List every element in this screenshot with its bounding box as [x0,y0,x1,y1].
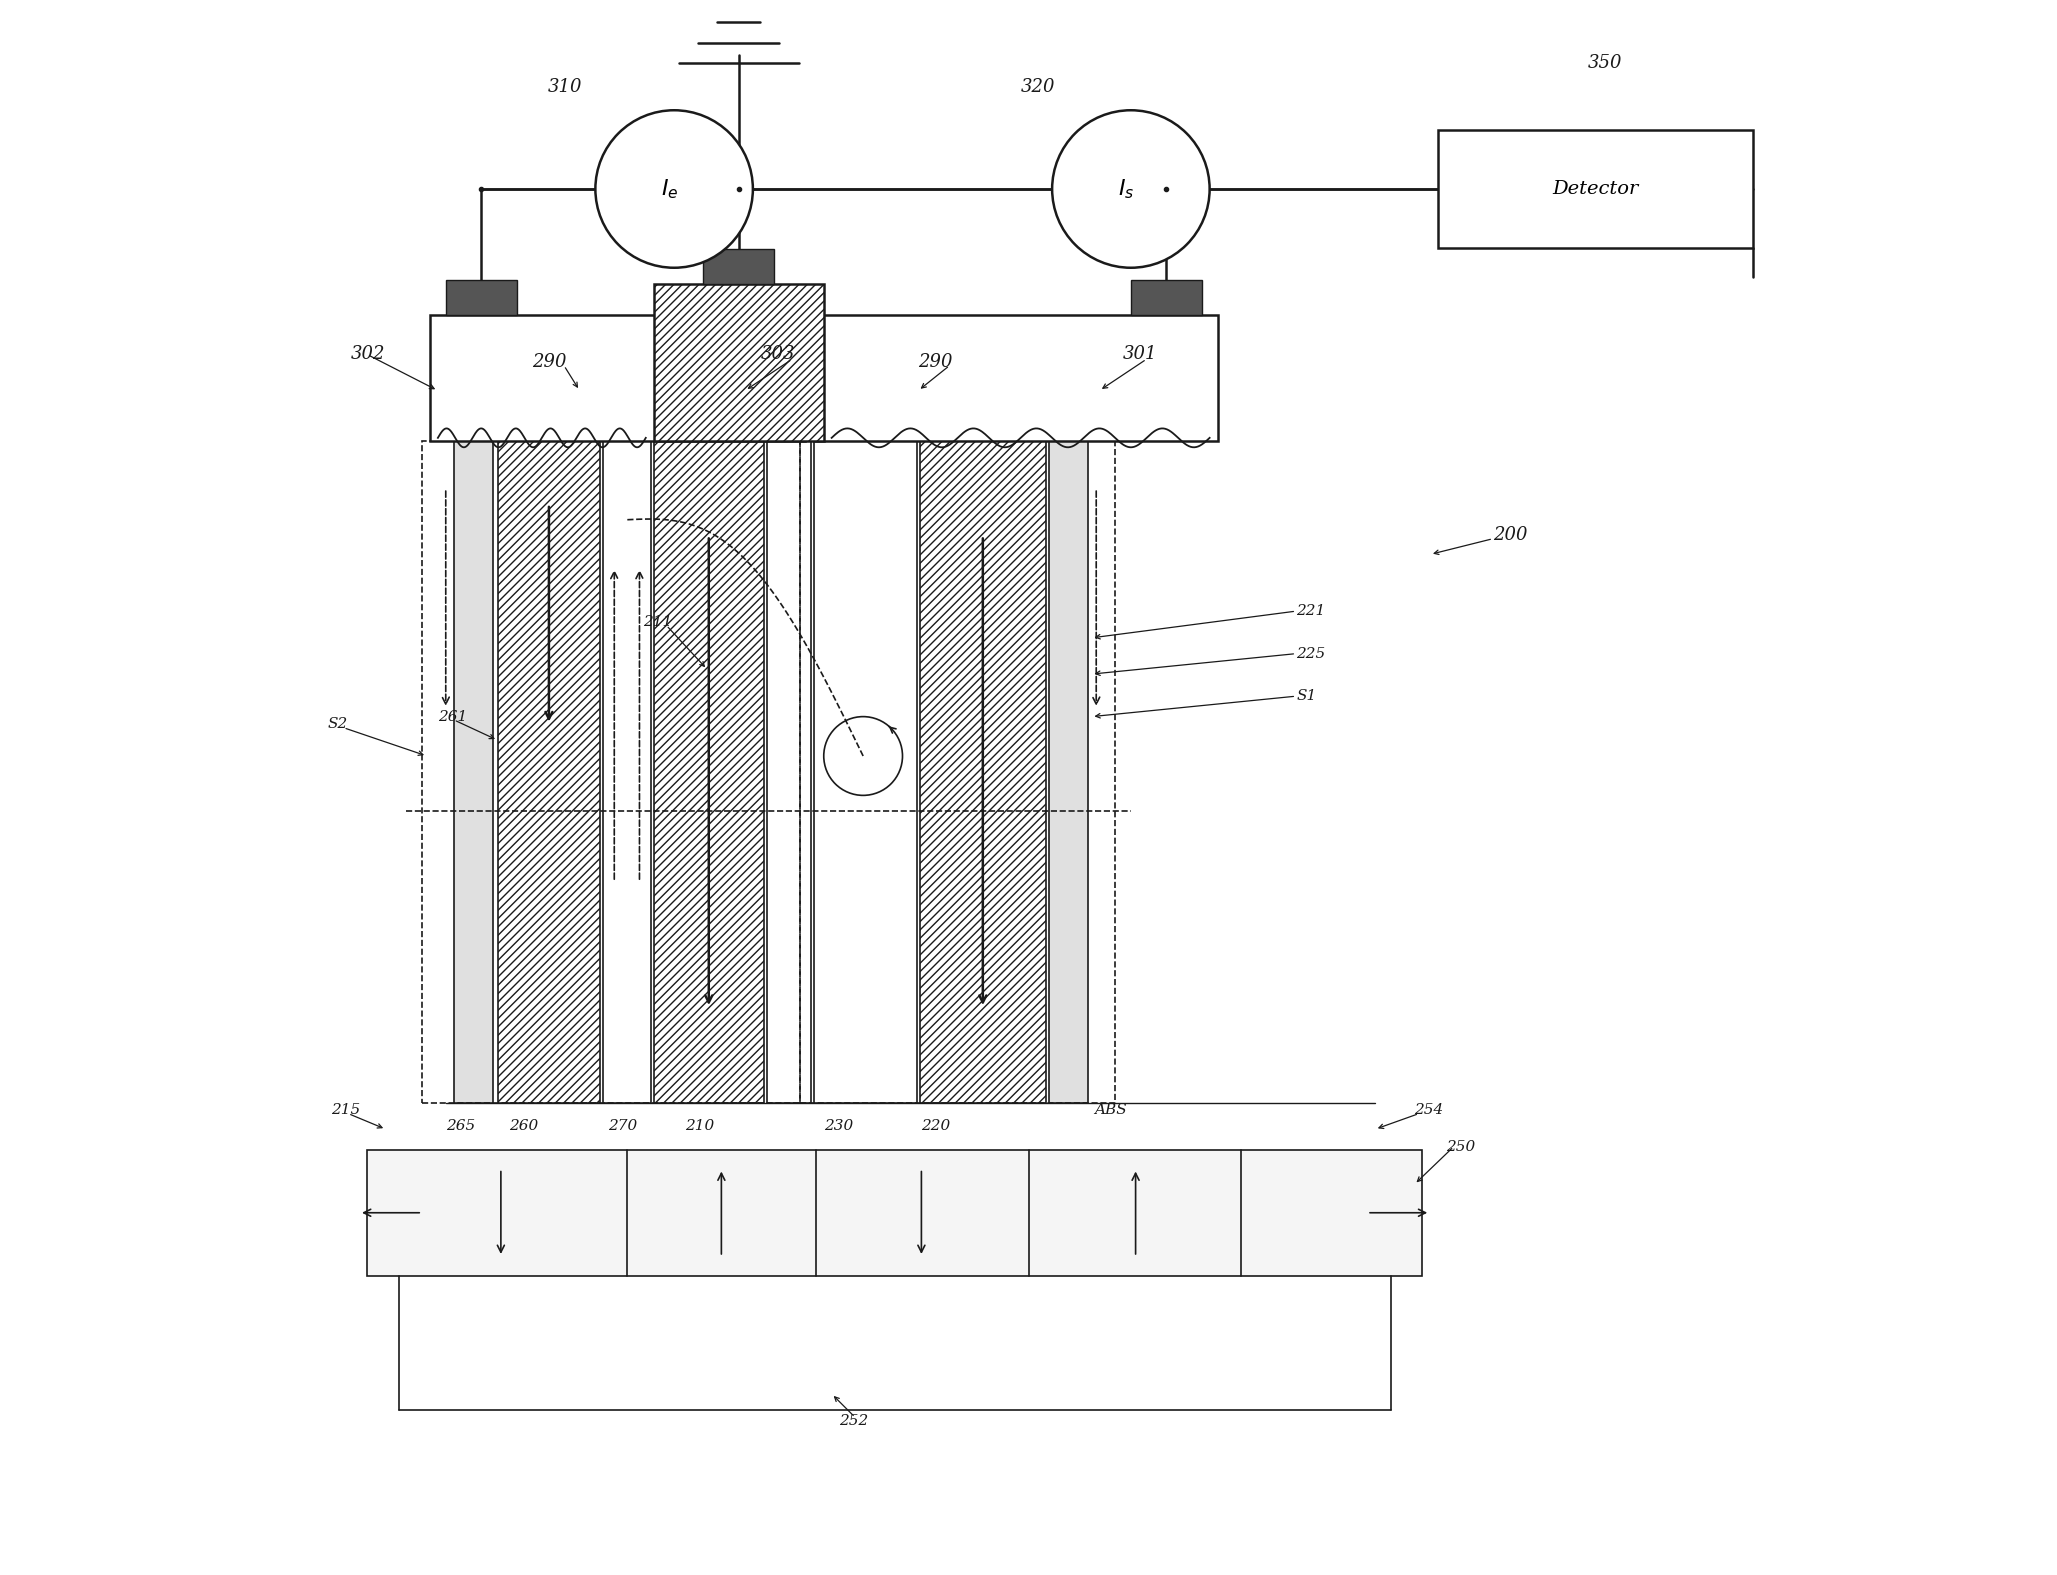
Bar [430,315,804,441]
Text: 302: 302 [352,345,387,364]
Text: 221: 221 [1296,605,1325,617]
Text: S1: S1 [1296,690,1316,702]
Bar [603,441,650,1102]
Text: 200: 200 [1493,526,1528,545]
Text: 215: 215 [331,1104,360,1117]
Text: $I_s$: $I_s$ [1119,178,1133,200]
Text: 290: 290 [917,353,952,372]
Bar [366,1150,1421,1276]
Bar [815,441,917,1102]
Bar [654,284,823,441]
Text: 310: 310 [547,77,582,96]
Text: 320: 320 [1020,77,1055,96]
Text: 220: 220 [922,1120,950,1132]
Bar [767,441,810,1102]
Text: 301: 301 [1123,345,1158,364]
Bar [1049,441,1088,1102]
Text: 290: 290 [533,353,568,372]
Bar [815,315,1218,441]
Bar [422,441,800,1102]
Text: Detector: Detector [1553,180,1639,198]
Text: $I_e$: $I_e$ [660,178,679,200]
Text: 252: 252 [839,1414,868,1427]
Text: 260: 260 [508,1120,539,1132]
Text: 211: 211 [642,616,673,628]
Bar [919,441,1045,1102]
Bar [455,441,494,1102]
Text: 225: 225 [1296,647,1325,660]
Bar [800,441,1115,1102]
Text: 303: 303 [761,345,796,364]
Text: 210: 210 [685,1120,714,1132]
Text: 254: 254 [1415,1104,1444,1117]
Circle shape [1051,110,1210,268]
Text: 265: 265 [446,1120,475,1132]
Text: 261: 261 [438,710,467,723]
Text: 270: 270 [609,1120,638,1132]
Bar [703,249,773,284]
Bar [654,441,763,1102]
Text: 350: 350 [1588,54,1623,72]
Bar [1438,131,1753,247]
Bar [498,441,601,1102]
Bar [446,280,516,315]
Text: 250: 250 [1446,1140,1475,1153]
Text: 230: 230 [823,1120,854,1132]
Text: S2: S2 [327,718,348,731]
Bar [1131,280,1201,315]
Text: ABS: ABS [1094,1104,1127,1117]
Circle shape [594,110,753,268]
